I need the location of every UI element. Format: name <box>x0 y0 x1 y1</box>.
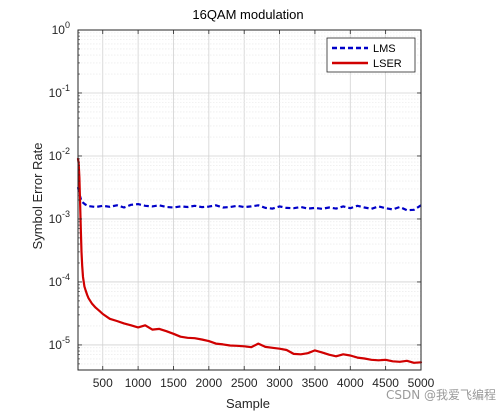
grid <box>78 29 422 370</box>
chart-title: 16QAM modulation <box>192 7 303 22</box>
y-tick-label: 10-3 <box>49 209 70 226</box>
series-layer <box>76 157 423 364</box>
y-tick-base: 10 <box>49 149 63 163</box>
y-tick-exponent: -2 <box>62 146 70 156</box>
y-tick-exponent: 0 <box>65 20 70 30</box>
y-tick-label: 10-1 <box>49 83 70 100</box>
y-tick-label: 10-2 <box>49 146 70 163</box>
y-tick-base: 10 <box>49 275 63 289</box>
x-tick-label: 4000 <box>337 376 364 390</box>
x-tick-label: 1000 <box>125 376 152 390</box>
legend: LMS LSER <box>326 37 416 73</box>
y-tick-exponent: -3 <box>62 209 70 219</box>
x-tick-label: 500 <box>93 376 113 390</box>
series-line-lser <box>76 157 423 364</box>
x-tick-label: 2500 <box>231 376 258 390</box>
x-tick-label: 3000 <box>266 376 293 390</box>
y-axis-label: Symbol Error Rate <box>30 143 45 250</box>
watermark: CSDN @我爱飞编程 <box>386 387 496 402</box>
y-tick-exponent: -1 <box>62 83 70 93</box>
x-tick-label: 1500 <box>160 376 187 390</box>
y-tick-base: 10 <box>49 212 63 226</box>
y-tick-label: 100 <box>52 20 70 37</box>
tick-marks <box>78 29 422 370</box>
y-tick-label: 10-4 <box>49 272 70 289</box>
x-tick-label: 5000 <box>408 376 435 390</box>
legend-label-lms: LMS <box>373 43 396 55</box>
x-tick-label: 3500 <box>302 376 329 390</box>
y-tick-base: 10 <box>52 23 66 37</box>
x-tick-label: 4500 <box>372 376 399 390</box>
y-tick-label: 10-5 <box>49 335 70 352</box>
y-tick-exponent: -4 <box>62 272 70 282</box>
x-axis-label: Sample <box>226 396 270 411</box>
x-tick-labels: 500 1000 1500 2000 2500 3000 3500 4000 4500 5000 <box>93 376 435 390</box>
x-tick-label: 2000 <box>195 376 222 390</box>
series-line-lms <box>76 186 422 212</box>
legend-box <box>326 37 416 73</box>
y-tick-exponent: -5 <box>62 335 70 345</box>
y-tick-base: 10 <box>49 338 63 352</box>
y-tick-base: 10 <box>49 86 63 100</box>
legend-label-lser: LSER <box>373 58 402 70</box>
